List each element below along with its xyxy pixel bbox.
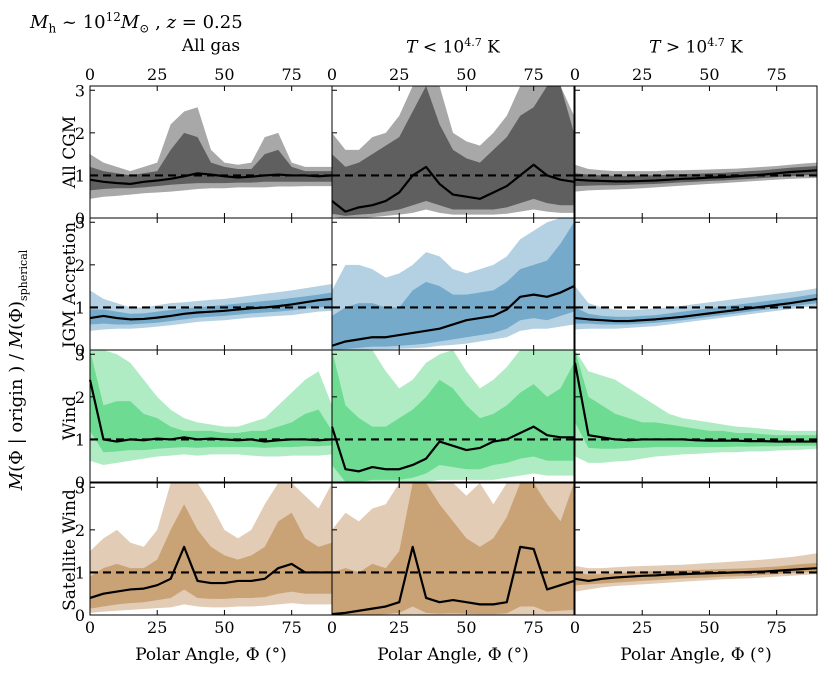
x-tick-label: 75 [766,618,786,637]
panel-frame-r2c1 [331,349,575,483]
x-tick-label-top: 75 [766,65,786,84]
inner-band-r3c1 [332,483,574,615]
y-tick-label: 2 [75,388,85,407]
y-tick-label: 3 [75,213,85,232]
x-tick-label-top: 25 [632,65,652,84]
inner-band-r3c0 [90,504,332,609]
inner-band-r2c2 [575,350,817,449]
inner-band-r1c1 [332,222,574,350]
y-tick-label: 0 [75,209,85,228]
median-line-r3c0 [89,545,332,600]
y-tick-label: 1 [75,563,85,582]
median-line-r1c0 [89,297,333,321]
column-title-hot-gas: T > 104.7 K [649,36,743,58]
figure-title: Mh ~ 1012M⊙ , z = 0.25 [30,10,243,36]
column-title-cool-gas: T < 104.7 K [406,36,500,58]
x-tick-label: 75 [523,618,543,637]
x-tick-label: 0 [327,618,337,637]
median-line-r2c2 [573,362,817,443]
x-tick-label: 75 [281,618,301,637]
y-axis-label: M(Φ | origin ) / M(Φ)spherical [6,249,30,491]
x-tick-label: 50 [699,618,719,637]
median-line-r0c0 [89,172,333,186]
y-tick-label: 3 [75,81,85,100]
inner-band-r2c1 [332,350,574,482]
x-axis-label-col1: Polar Angle, Φ (°) [135,645,287,665]
median-line-r2c1 [330,425,574,473]
x-tick-label-top: 25 [389,65,409,84]
x-tick-label-top: 0 [327,65,337,84]
median-line-r3c2 [574,567,818,583]
median-line-r1c2 [574,297,818,323]
y-tick-label: 1 [75,298,85,317]
x-tick-label-top: 0 [570,65,580,84]
panel-frame-r2c2 [574,349,818,483]
x-tick-label: 25 [632,618,652,637]
y-tick-label: 0 [75,606,85,625]
x-tick-label-top: 50 [699,65,719,84]
x-axis-label-col2: Polar Angle, Φ (°) [377,645,529,665]
panel-frame-r0c2 [574,85,818,219]
panel-frame-r1c0 [89,217,333,351]
median-line-r1c1 [331,285,575,347]
median-line-r0c2 [574,169,818,183]
inner-band-r1c2 [575,293,817,325]
x-tick-label: 50 [456,618,476,637]
x-tick-label: 50 [214,618,234,637]
y-tick-label: 2 [75,521,85,540]
median-line-r3c1 [331,545,575,616]
median-line-r0c1 [331,163,575,213]
panel-frame-r1c2 [574,217,818,351]
x-tick-label-top: 25 [147,65,167,84]
x-tick-label: 0 [85,618,95,637]
x-tick-label: 25 [147,618,167,637]
y-tick-label: 3 [75,478,85,497]
x-tick-label-top: 0 [85,65,95,84]
row-label-satellite-wind: Satellite Wind [60,489,80,611]
y-tick-label: 1 [75,430,85,449]
panel-frame-r3c1 [331,482,575,616]
y-tick-label: 0 [75,473,85,492]
column-title-all-gas: All gas [181,36,241,56]
x-tick-label-top: 75 [281,65,301,84]
y-tick-label: 0 [75,341,85,360]
x-tick-label: 25 [389,618,409,637]
inner-band-r0c1 [332,86,574,216]
y-tick-label: 2 [75,256,85,275]
x-tick-label: 0 [570,618,580,637]
x-axis-label-col3: Polar Angle, Φ (°) [620,645,772,665]
row-label-wind: Wind [60,395,80,441]
y-tick-label: 3 [75,345,85,364]
panel-frame-r3c2 [574,482,818,616]
y-tick-label: 1 [75,166,85,185]
x-tick-label-top: 75 [523,65,543,84]
inner-band-r2c0 [90,350,332,453]
x-tick-label-top: 50 [456,65,476,84]
x-tick-label-top: 50 [214,65,234,84]
median-line-r2c0 [88,379,333,443]
y-tick-label: 2 [75,124,85,143]
row-label-all-cgm: All CGM [60,115,80,189]
row-label-igm-accretion: IGM Accretion [60,221,80,349]
